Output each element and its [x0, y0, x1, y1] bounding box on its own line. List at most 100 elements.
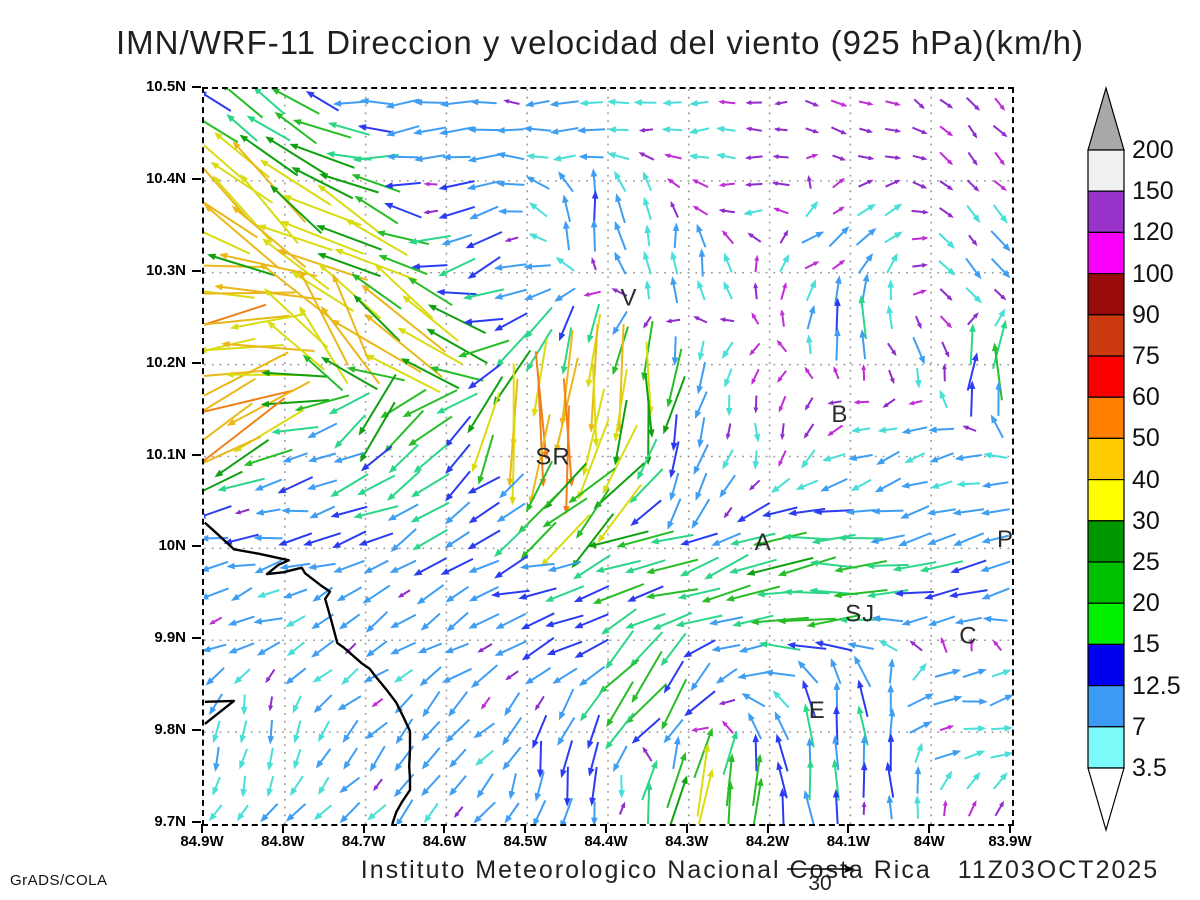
wind-arrow — [283, 588, 308, 599]
wind-arrow — [758, 641, 801, 651]
colorbar-segment — [1087, 726, 1125, 769]
wind-arrow — [953, 532, 985, 546]
wind-arrow — [266, 747, 274, 771]
wind-arrow — [561, 327, 573, 375]
wind-arrow — [934, 750, 962, 761]
wind-arrow — [722, 720, 734, 734]
wind-arrow — [426, 328, 488, 365]
wind-arrow — [956, 480, 981, 488]
valid-time-text: 11Z03OCT2025 — [957, 856, 1160, 884]
wind-arrow — [414, 154, 446, 163]
wind-arrow — [773, 127, 788, 132]
wind-arrow — [504, 802, 520, 824]
wind-arrow — [358, 373, 397, 436]
wind-arrow — [967, 151, 978, 166]
colorbar-label: 20 — [1132, 589, 1160, 618]
wind-arrow — [780, 282, 787, 300]
wind-arrow — [677, 587, 721, 600]
station-label-b: B — [831, 401, 848, 428]
wind-arrow — [691, 179, 709, 189]
wind-arrow — [441, 667, 472, 683]
wind-arrow — [642, 746, 653, 762]
wind-arrow — [495, 612, 527, 630]
wind-arrow — [939, 770, 953, 791]
wind-arrow — [204, 505, 232, 519]
wind-arrow — [749, 342, 761, 356]
wind-arrow — [270, 185, 323, 234]
wind-arrow — [981, 534, 1010, 544]
wind-arrow — [397, 327, 463, 366]
wind-arrow — [293, 748, 302, 770]
wind-arrow — [938, 260, 956, 276]
lon-tick — [1009, 824, 1011, 833]
wind-arrow — [962, 668, 987, 679]
wind-arrow — [886, 252, 898, 274]
wind-arrow — [285, 615, 306, 628]
wind-arrow — [234, 508, 250, 515]
wind-arrow — [882, 398, 896, 408]
wind-arrow — [558, 171, 574, 193]
wind-arrow — [259, 159, 332, 206]
wind-arrow — [289, 143, 355, 169]
wind-arrow — [563, 405, 570, 515]
wind-arrow — [554, 357, 579, 454]
wind-arrow — [255, 508, 281, 516]
wind-arrow — [726, 780, 734, 824]
wind-arrow — [424, 802, 439, 823]
wind-arrow — [444, 501, 471, 525]
wind-arrow — [962, 425, 977, 432]
wind-arrow — [990, 230, 1011, 252]
wind-arrow — [444, 415, 472, 448]
wind-arrow — [523, 288, 552, 300]
wind-arrow — [904, 452, 926, 464]
wind-arrow — [607, 126, 629, 133]
wind-arrow — [436, 392, 478, 414]
wind-arrow — [670, 250, 679, 275]
wind-arrow — [582, 388, 606, 477]
wind-arrow — [884, 155, 902, 160]
wind-arrow — [462, 288, 505, 300]
wind-arrow — [698, 248, 706, 277]
wind-arrow — [224, 89, 264, 119]
wind-arrow — [934, 668, 962, 678]
wind-arrow — [612, 745, 628, 773]
wind-arrow — [560, 740, 574, 779]
lon-tick — [281, 824, 284, 833]
wind-arrow — [738, 643, 768, 653]
lat-tick — [192, 821, 201, 823]
wind-arrow — [966, 352, 979, 391]
wind-arrow — [439, 126, 475, 136]
wind-arrow — [939, 315, 953, 329]
wind-arrow — [968, 234, 978, 247]
wind-arrow — [475, 749, 494, 766]
wind-arrow — [764, 669, 796, 677]
wind-arrow — [465, 231, 503, 249]
wind-arrow — [525, 100, 550, 108]
lon-tick — [605, 824, 607, 833]
wind-arrow — [850, 478, 872, 492]
wind-arrow — [805, 200, 819, 218]
colorbar-segment — [1087, 684, 1125, 728]
wind-arrow — [830, 658, 842, 685]
wind-arrow — [696, 361, 707, 395]
chart-title: IMN/WRF-11 Direccion y velocidad del vie… — [115, 24, 1085, 61]
wind-arrow — [204, 291, 296, 295]
wind-arrow — [858, 179, 874, 188]
lon-tick-label: 84.1W — [826, 833, 871, 850]
wind-arrow — [748, 479, 761, 491]
wind-arrow — [299, 305, 349, 385]
wind-arrow — [695, 391, 708, 419]
wind-arrow — [466, 180, 501, 191]
wind-arrow — [468, 559, 500, 573]
wind-arrow — [342, 719, 359, 743]
colorbar-label: 120 — [1132, 218, 1174, 247]
wind-arrow — [445, 470, 471, 502]
institute-text: Instituto Meteorologico Nacional Costa R… — [360, 856, 932, 884]
wind-arrow — [240, 775, 248, 798]
wind-arrow — [672, 735, 681, 770]
lon-tick-label: 84.4W — [584, 833, 628, 850]
wind-arrow — [663, 718, 684, 744]
wind-arrow — [346, 366, 405, 382]
wind-arrow — [642, 171, 653, 192]
